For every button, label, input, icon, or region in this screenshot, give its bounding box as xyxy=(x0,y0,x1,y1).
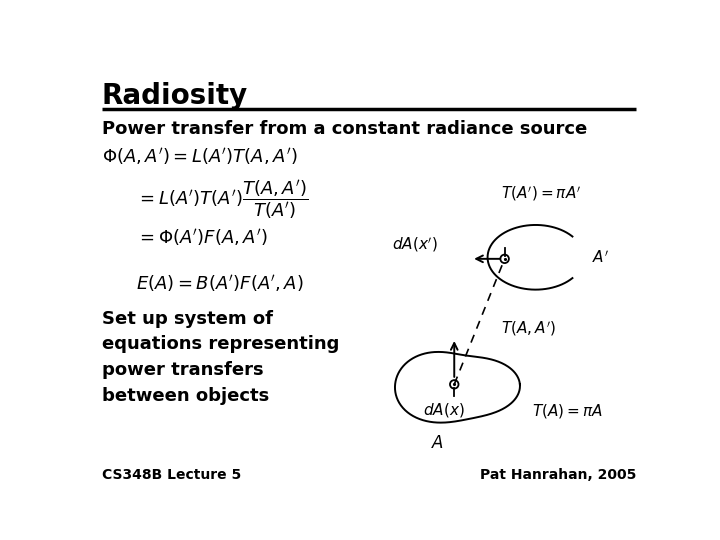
Text: $\Phi(A, A') = L(A')T(A, A')$: $\Phi(A, A') = L(A')T(A, A')$ xyxy=(102,146,297,167)
Text: Power transfer from a constant radiance source: Power transfer from a constant radiance … xyxy=(102,120,587,138)
Text: CS348B Lecture 5: CS348B Lecture 5 xyxy=(102,468,241,482)
Text: Pat Hanrahan, 2005: Pat Hanrahan, 2005 xyxy=(480,468,636,482)
Text: $= \Phi(A')F(A, A')$: $= \Phi(A')F(A, A')$ xyxy=(137,226,269,247)
Text: Radiosity: Radiosity xyxy=(102,82,248,110)
Text: $T(A) = \pi A$: $T(A) = \pi A$ xyxy=(532,402,603,420)
Text: $dA(x)$: $dA(x)$ xyxy=(423,401,465,419)
Text: $= L(A')T(A')\dfrac{T(A,A')}{T(A')}$: $= L(A')T(A')\dfrac{T(A,A')}{T(A')}$ xyxy=(137,179,309,221)
Text: Set up system of
equations representing
power transfers
between objects: Set up system of equations representing … xyxy=(102,309,339,405)
Text: $dA(x')$: $dA(x')$ xyxy=(392,236,438,254)
Text: $E(A) = B(A')F(A', A)$: $E(A) = B(A')F(A', A)$ xyxy=(137,273,304,294)
Text: $A$: $A$ xyxy=(431,434,444,453)
Text: $T(A, A')$: $T(A, A')$ xyxy=(500,319,556,338)
Text: $T(A') = \pi A'$: $T(A') = \pi A'$ xyxy=(500,184,581,202)
Text: $A'$: $A'$ xyxy=(593,249,609,266)
